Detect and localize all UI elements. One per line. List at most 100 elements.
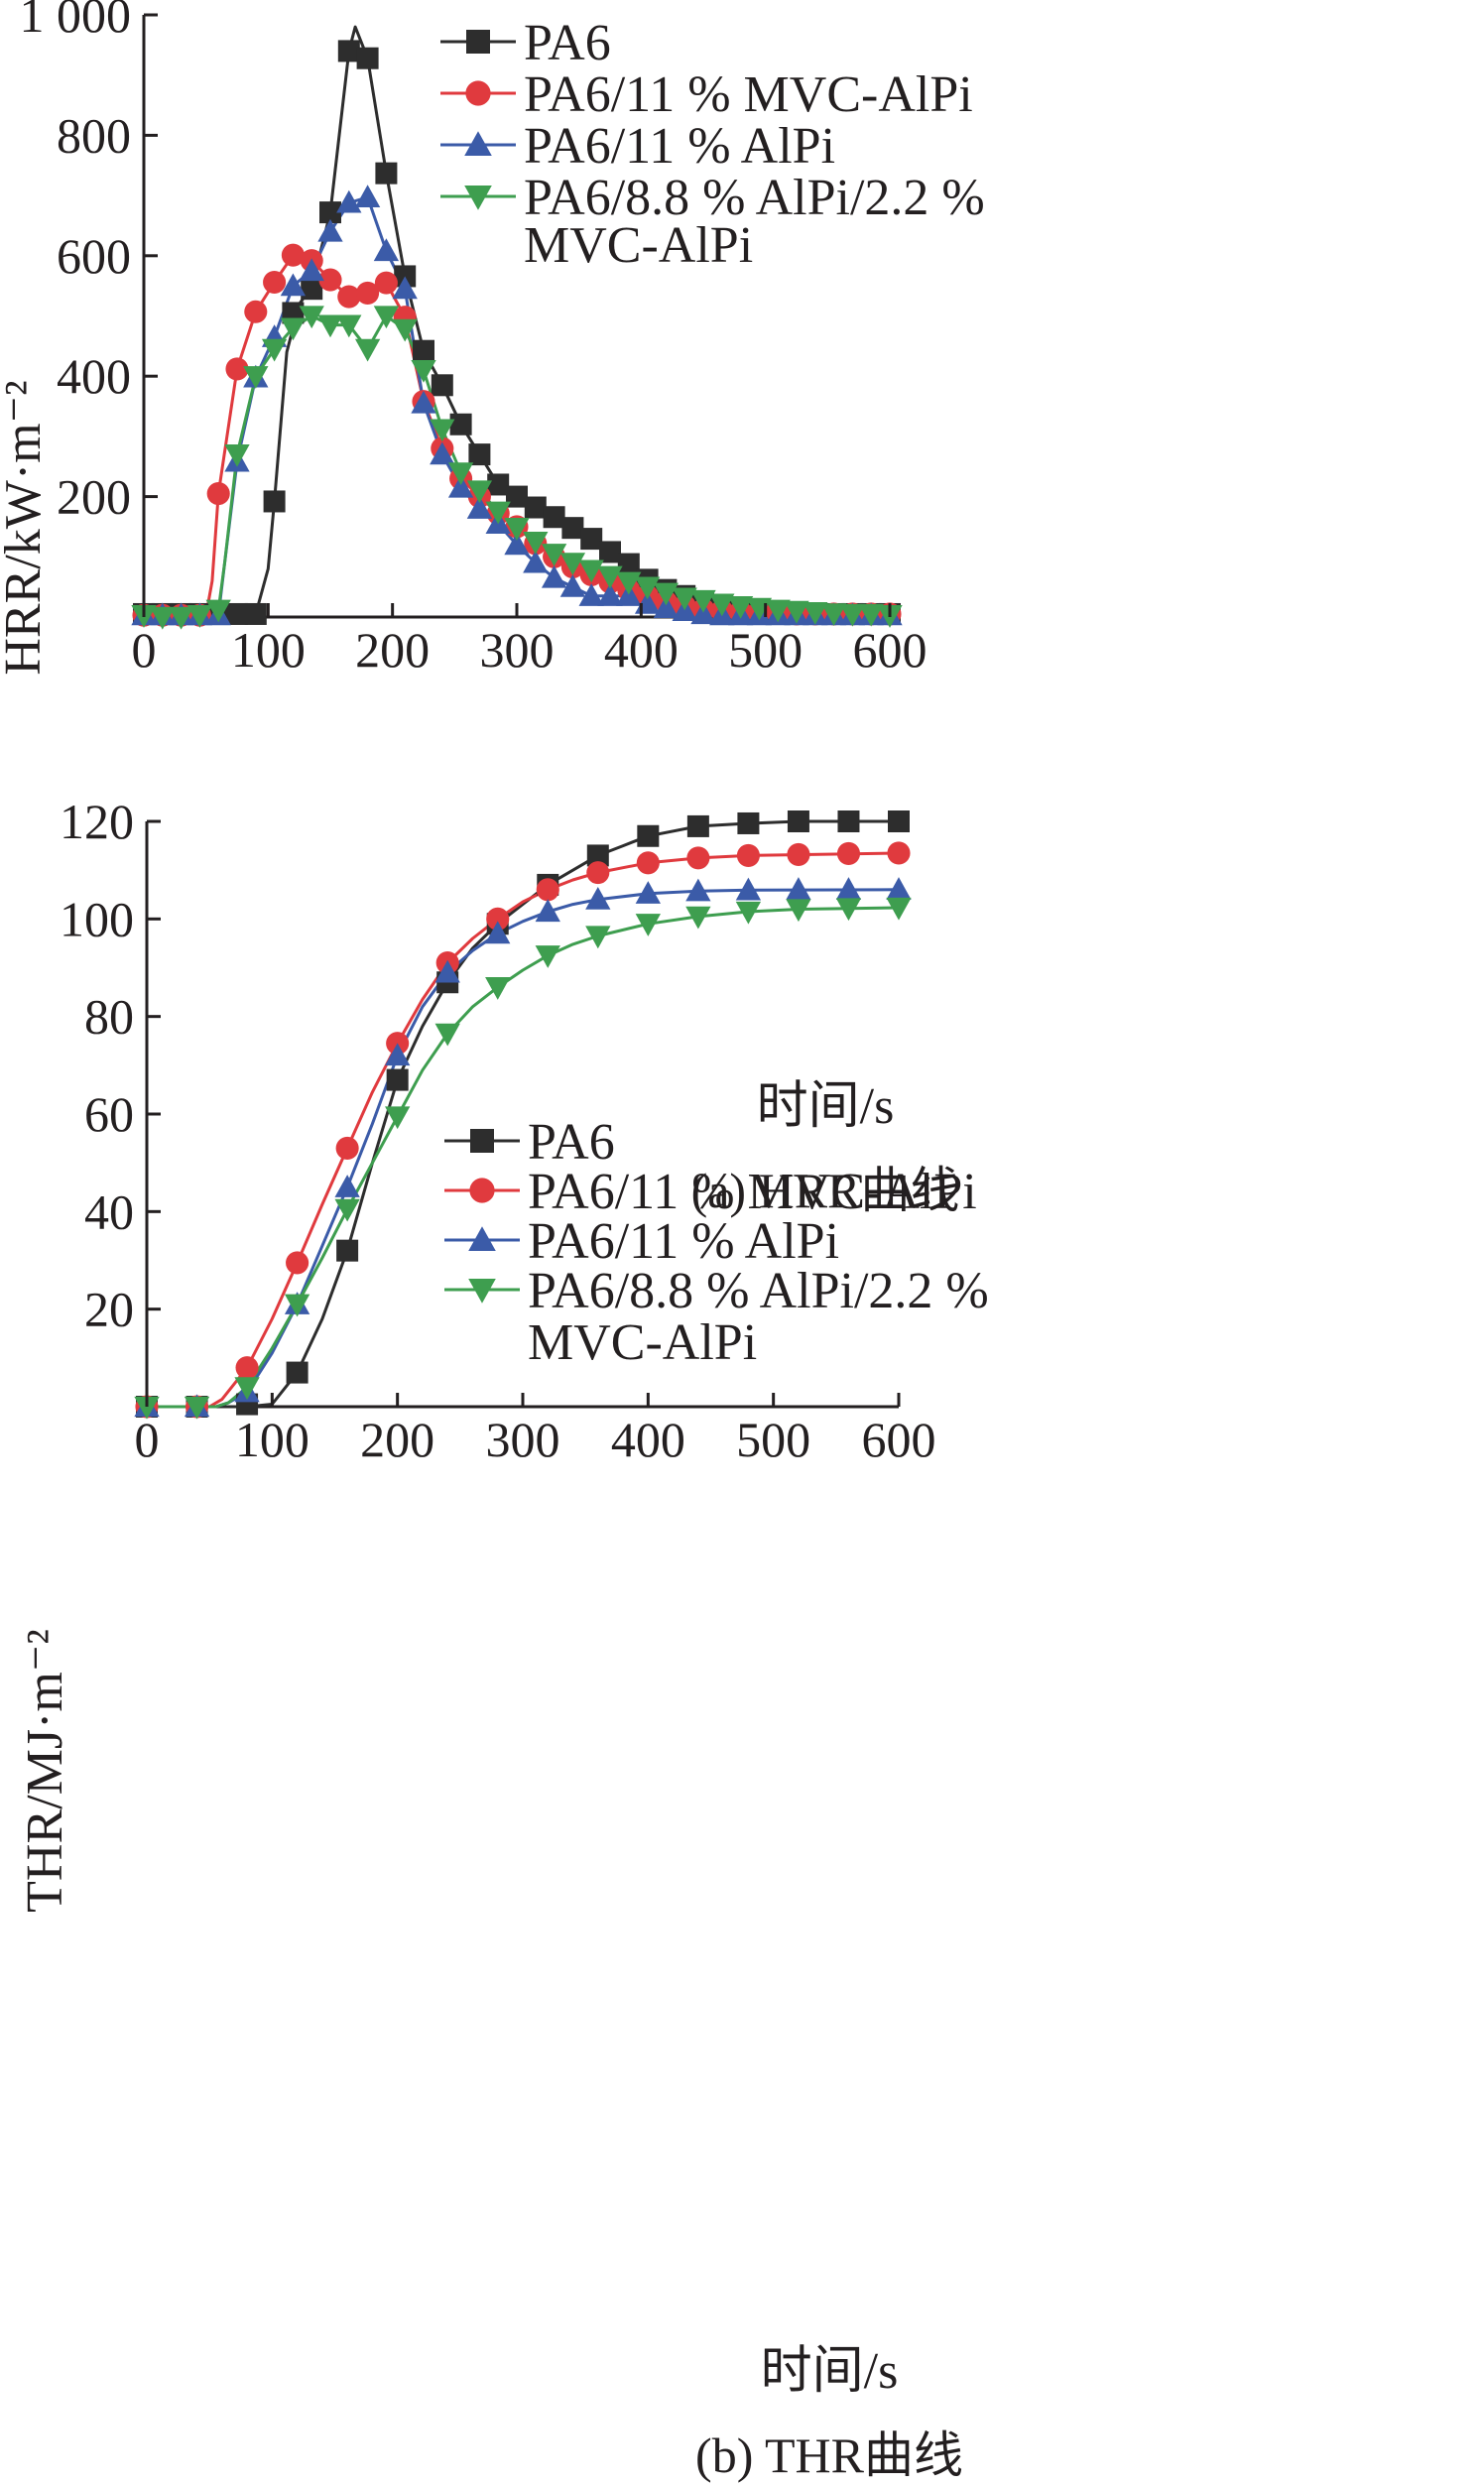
thr-line-pa6-11-alpi <box>147 888 900 1409</box>
hrr-point-pa6-11-alpi <box>430 441 455 465</box>
hrr-point-pa6-8-8-alpi-2-2-mvc-alpi <box>597 565 623 589</box>
hrr-point-pa6 <box>244 602 267 625</box>
hrr-point-pa6-11-mvc-alpi <box>356 281 380 305</box>
thr-x-tick-label: 100 <box>235 1412 309 1467</box>
hrr-x-tick-label: 200 <box>355 622 430 678</box>
thr-point-pa6-8-8-alpi-2-2-mvc-alpi <box>685 906 711 930</box>
thr-point-pa6-11-mvc-alpi <box>286 1251 309 1275</box>
thr-point-pa6 <box>586 844 609 867</box>
hrr-legend-label-pa6: PA6 <box>524 15 611 71</box>
thr-y-tick-label: 40 <box>84 1183 134 1239</box>
hrr-point-pa6-11-alpi <box>411 390 436 414</box>
thr-legend-label-pa6: PA6 <box>528 1114 615 1171</box>
thr-point-pa6-11-alpi <box>786 877 811 900</box>
thr-point-pa6 <box>737 811 760 834</box>
hrr-point-pa6-11-alpi <box>317 218 343 242</box>
hrr-point-pa6-8-8-alpi-2-2-mvc-alpi <box>578 560 604 583</box>
hrr-point-pa6-11-alpi <box>373 238 400 262</box>
hrr-legend-label-pa6-11-alpi: PA6/11 % AlPi <box>524 118 835 175</box>
hrr-xlabel: 时间/s <box>757 1078 895 1135</box>
hrr-point-pa6-8-8-alpi-2-2-mvc-alpi <box>653 582 680 606</box>
hrr-point-pa6-8-8-alpi-2-2-mvc-alpi <box>616 571 642 595</box>
thr-legend-marker-pa6-11-mvc-alpi <box>469 1178 495 1203</box>
hrr-x-tick-label: 100 <box>231 622 306 678</box>
hrr-point-pa6-8-8-alpi-2-2-mvc-alpi <box>261 338 288 362</box>
thr-point-pa6-11-mvc-alpi <box>235 1356 259 1380</box>
thr-point-pa6-11-mvc-alpi <box>586 861 610 885</box>
hrr-y-tick-label: 800 <box>57 107 131 163</box>
hrr-point-pa6 <box>226 602 248 625</box>
hrr-point-pa6-11-mvc-alpi <box>337 285 361 309</box>
thr-caption: (b) THR曲线 <box>695 2427 963 2483</box>
hrr-point-pa6-11-mvc-alpi <box>318 268 342 292</box>
hrr-point-pa6-8-8-alpi-2-2-mvc-alpi <box>466 480 493 504</box>
hrr-point-pa6-11-alpi <box>299 258 324 282</box>
hrr-point-pa6-8-8-alpi-2-2-mvc-alpi <box>634 576 661 600</box>
hrr-point-pa6-8-8-alpi-2-2-mvc-alpi <box>447 462 474 485</box>
hrr-point-pa6-8-8-alpi-2-2-mvc-alpi <box>559 553 586 576</box>
thr-legend-label-pa6-8-8-alpi-2-2-mvc-alpi-cont: MVC-AlPi <box>528 1314 757 1371</box>
hrr-caption: (a) HRR曲线 <box>691 1163 960 1218</box>
thr-point-pa6-11-mvc-alpi <box>636 851 660 875</box>
hrr-point-pa6-8-8-alpi-2-2-mvc-alpi <box>205 599 231 623</box>
hrr-point-pa6-8-8-alpi-2-2-mvc-alpi <box>168 606 194 630</box>
hrr-point-pa6-11-mvc-alpi <box>374 271 398 295</box>
hrr-point-pa6 <box>375 162 398 185</box>
hrr-point-pa6-8-8-alpi-2-2-mvc-alpi <box>727 595 754 619</box>
hrr-legend-marker-pa6-11-mvc-alpi <box>465 80 491 106</box>
thr-point-pa6-8-8-alpi-2-2-mvc-alpi <box>385 1106 411 1130</box>
thr-point-pa6-11-mvc-alpi <box>536 878 559 902</box>
thr-point-pa6-8-8-alpi-2-2-mvc-alpi <box>535 945 560 968</box>
hrr-point-pa6-11-alpi <box>597 583 623 606</box>
thr-point-pa6-11-mvc-alpi <box>486 907 510 931</box>
thr-point-pa6-8-8-alpi-2-2-mvc-alpi <box>786 899 811 923</box>
hrr-y-tick-label: 1 000 <box>20 0 132 43</box>
hrr-legend-marker-pa6 <box>466 30 490 54</box>
hrr-point-pa6 <box>468 443 491 466</box>
thr-x-tick-label: 400 <box>611 1412 685 1467</box>
hrr-point-pa6 <box>337 40 360 62</box>
thr-point-pa6 <box>787 810 809 832</box>
hrr-point-pa6 <box>580 528 603 551</box>
hrr-point-pa6 <box>263 490 286 513</box>
hrr-point-pa6 <box>413 339 434 362</box>
hrr-point-pa6-8-8-alpi-2-2-mvc-alpi <box>150 606 176 630</box>
thr-point-pa6-11-alpi <box>535 899 560 923</box>
hrr-point-pa6 <box>487 473 510 496</box>
thr-point-pa6-11-mvc-alpi <box>787 842 810 866</box>
thr-legend-label-pa6-8-8-alpi-2-2-mvc-alpi: PA6/8.8 % AlPi/2.2 % <box>528 1263 989 1319</box>
hrr-point-pa6 <box>561 517 584 540</box>
hrr-point-pa6-8-8-alpi-2-2-mvc-alpi <box>504 518 530 541</box>
hrr-point-pa6-8-8-alpi-2-2-mvc-alpi <box>784 600 809 624</box>
thr-point-pa6-11-alpi <box>886 877 912 900</box>
hrr-point-pa6 <box>301 278 323 301</box>
hrr-legend-label-pa6-11-mvc-alpi: PA6/11 % MVC-AlPi <box>524 66 973 123</box>
thr-point-pa6-8-8-alpi-2-2-mvc-alpi <box>735 901 762 925</box>
hrr-point-pa6-11-alpi <box>653 595 680 619</box>
hrr-point-pa6-11-alpi <box>523 550 549 573</box>
thr-point-pa6-8-8-alpi-2-2-mvc-alpi <box>284 1294 310 1317</box>
hrr-point-pa6-11-alpi <box>466 496 493 519</box>
thr-point-pa6-11-alpi <box>835 877 862 900</box>
thr-point-pa6-11-mvc-alpi <box>836 841 861 865</box>
thr-point-pa6 <box>286 1361 309 1384</box>
hrr-point-pa6 <box>543 506 565 529</box>
thr-legend-marker-pa6 <box>470 1129 494 1153</box>
hrr-x-tick-label: 300 <box>480 622 555 678</box>
hrr-markers <box>131 40 903 630</box>
thr-xlabel: 时间/s <box>761 2343 899 2400</box>
hrr-point-pa6-8-8-alpi-2-2-mvc-alpi <box>430 419 455 442</box>
hrr-point-pa6-8-8-alpi-2-2-mvc-alpi <box>690 589 716 613</box>
hrr-x-tick-label: 0 <box>132 622 157 678</box>
hrr-point-pa6-11-mvc-alpi <box>263 270 287 295</box>
thr-point-pa6 <box>686 814 709 837</box>
hrr-point-pa6-11-alpi <box>578 583 604 606</box>
hrr-point-pa6 <box>394 265 417 288</box>
hrr-point-pa6 <box>356 47 379 69</box>
hrr-point-pa6-8-8-alpi-2-2-mvc-alpi <box>765 599 791 623</box>
hrr-point-pa6-8-8-alpi-2-2-mvc-alpi <box>243 366 269 389</box>
hrr-ticks: 0 100 200 300 400 500 600 200 400 600 800 1 000 <box>20 0 928 678</box>
hrr-point-pa6-8-8-alpi-2-2-mvc-alpi <box>523 532 549 555</box>
